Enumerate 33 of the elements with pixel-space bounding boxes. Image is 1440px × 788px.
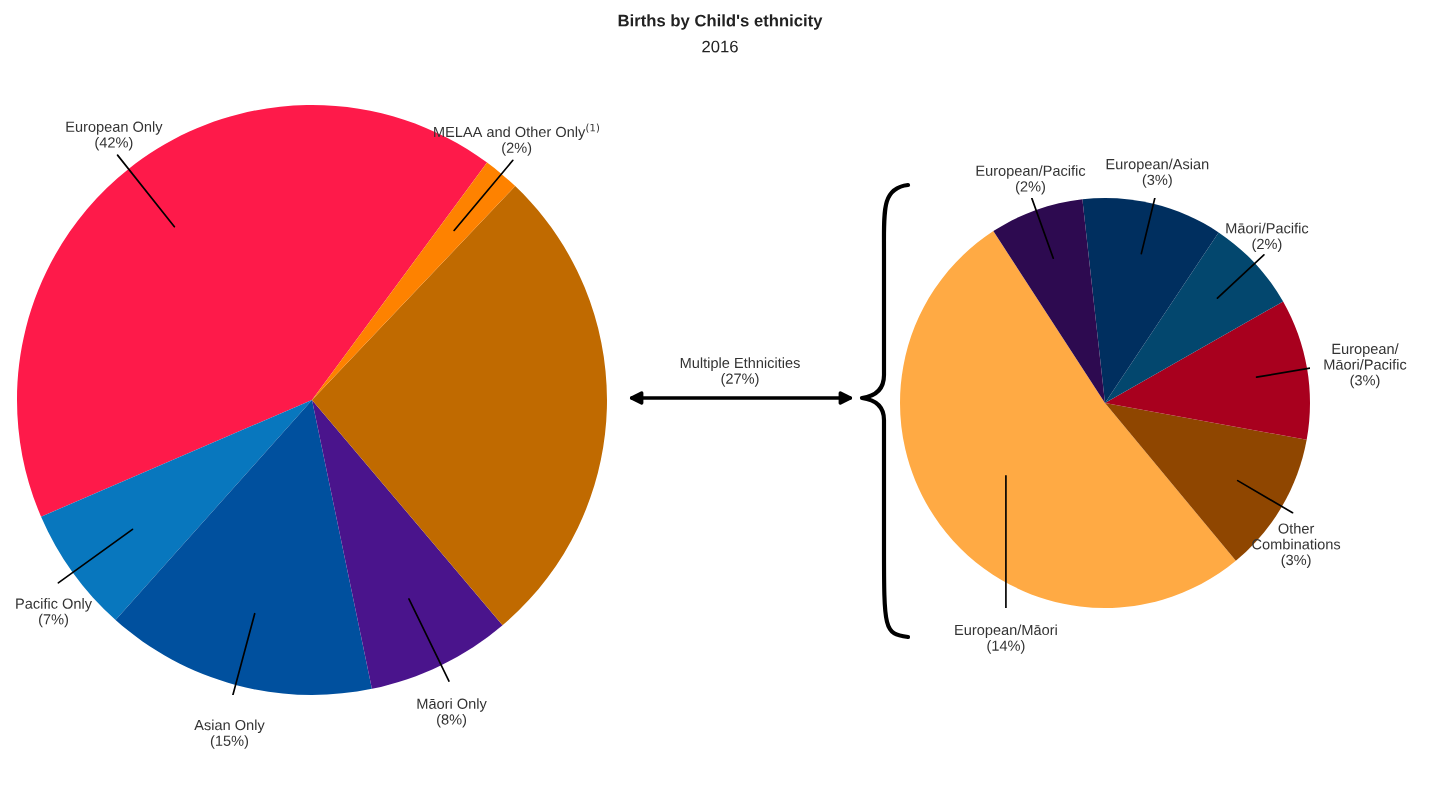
- slice-label: Māori Only: [417, 698, 487, 712]
- slice-label: European/Māori: [955, 624, 1057, 638]
- slice-label: European/Asian: [1106, 158, 1209, 173]
- data-label: (15%): [210, 735, 249, 749]
- slice-label: European/ Māori/Pacific: [1324, 343, 1407, 370]
- pie-slice: [17, 105, 488, 517]
- slice-label: European Only: [66, 121, 163, 135]
- data-label: (3%): [1350, 374, 1380, 389]
- data-label: (3%): [1142, 174, 1172, 188]
- text: Multiple Ethnicities (27%): [680, 357, 800, 387]
- slice-label: Other Combinations: [1252, 523, 1341, 550]
- text: Births by Child's ethnicity: [618, 14, 823, 30]
- pie-slice: [1105, 232, 1284, 403]
- pie-slice: [993, 199, 1105, 403]
- slice-label: European/Pacific: [976, 165, 1086, 179]
- pie-slice: [1082, 198, 1219, 403]
- slice-label: Māori/Pacific: [1226, 222, 1309, 234]
- data-label: (14%): [987, 640, 1025, 654]
- data-label: (2%): [502, 142, 532, 156]
- data-label: (2%): [1252, 238, 1282, 252]
- slice-label: MELAA and Other Only$^{(1)}$: [434, 123, 600, 140]
- data-label: (3%): [1281, 554, 1311, 569]
- data-label: (8%): [437, 713, 467, 728]
- slice-label: Asian Only: [194, 719, 265, 734]
- pie-slice: [1105, 301, 1310, 440]
- data-label: (2%): [1016, 180, 1045, 195]
- text: 2016: [702, 40, 738, 53]
- data-label: (42%): [95, 136, 133, 151]
- pie-slice: [115, 400, 372, 695]
- data-label: (7%): [39, 613, 69, 628]
- pie-slice: [312, 400, 503, 689]
- pie-slice: [312, 186, 607, 626]
- slice-label: Pacific Only: [16, 598, 92, 612]
